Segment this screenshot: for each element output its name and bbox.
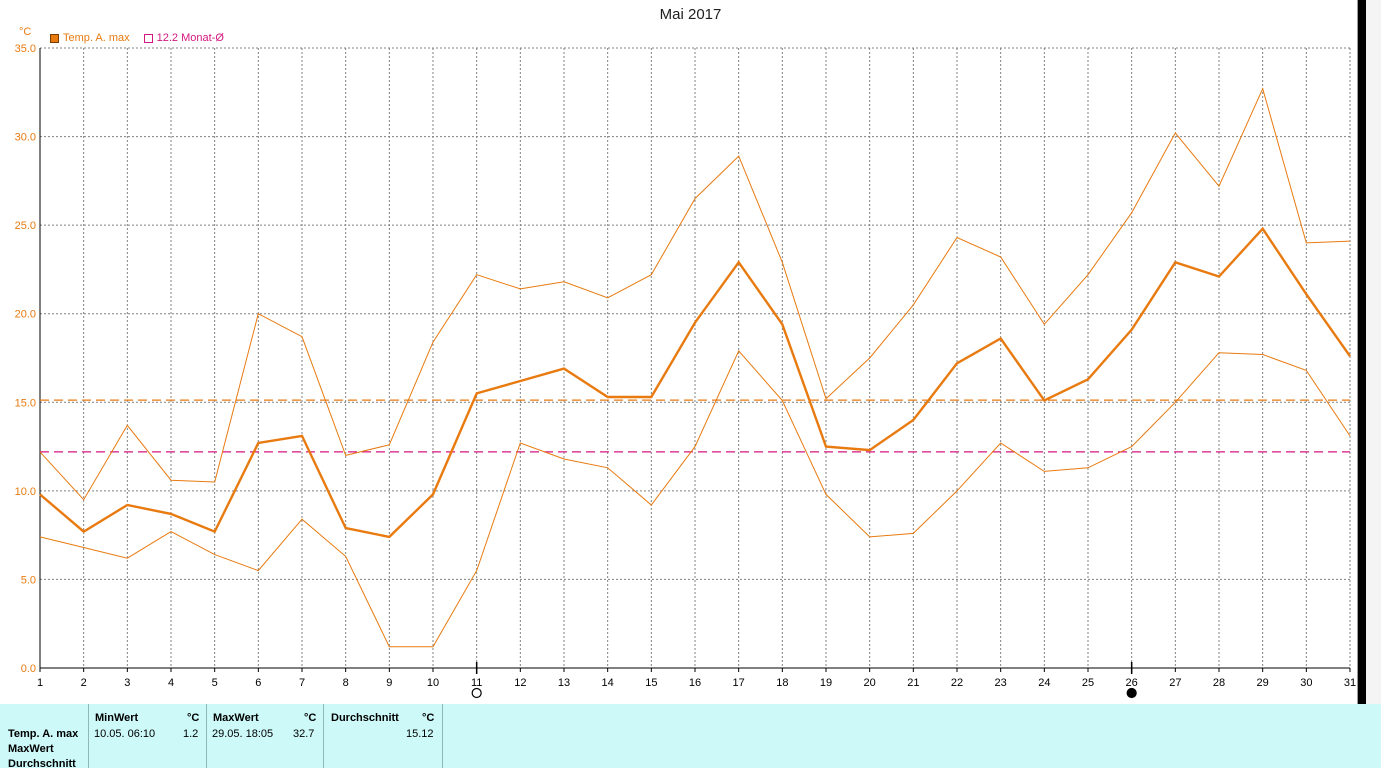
x-tick-label: 4 (168, 677, 174, 689)
x-tick-label: 8 (343, 677, 349, 689)
y-tick-label: 35.0 (15, 43, 36, 55)
x-tick-label: 15 (645, 677, 657, 689)
x-tick-label: 14 (602, 677, 614, 689)
legend-swatch-icon (50, 33, 59, 43)
series-line-maximum (39, 87, 1351, 501)
y-tick-label: 30.0 (15, 132, 36, 144)
series-line-minimum (39, 349, 1351, 648)
x-tick-label: 29 (1257, 677, 1269, 689)
stats-value: 15.12 (406, 728, 434, 740)
stats-row-label: Durchschnitt (8, 758, 76, 770)
y-unit-label: °C (19, 26, 32, 38)
chart-title: Mai 2017 (659, 6, 722, 23)
x-tick-label: 25 (1082, 677, 1094, 689)
stats-unit: °C (304, 712, 317, 724)
right-scroll-edge (1357, 0, 1381, 704)
x-tick-label: 12 (514, 677, 526, 689)
stats-unit: °C (187, 712, 200, 724)
legend-item-month-avg: 12.2 Monat-Ø (143, 32, 224, 44)
x-tick-label: 24 (1038, 677, 1050, 689)
legend: Temp. A. max 12.2 Monat-Ø (50, 32, 224, 44)
new-moon-icon (1126, 687, 1137, 699)
x-tick-label: 11 (471, 677, 482, 689)
x-tick-label: 18 (776, 677, 788, 689)
stats-date: 29.05. 18:05 (212, 728, 274, 740)
x-tick-label: 22 (951, 677, 963, 689)
stats-date: 10.05. 06:10 (94, 728, 156, 740)
stats-col-max: MaxWert °C 29.05. 18:05 32.7 (206, 704, 323, 768)
x-tick-label: 20 (864, 677, 876, 689)
legend-swatch-icon (143, 33, 153, 43)
legend-label: 12.2 Monat-Ø (156, 32, 224, 44)
legend-item-temp-max: Temp. A. max (50, 32, 130, 44)
y-tick-label: 0.0 (21, 663, 36, 675)
scroll-edge-dark (1358, 0, 1366, 704)
stats-value: 1.2 (183, 728, 199, 740)
x-tick-label: 1 (37, 677, 43, 689)
x-tick-label: 10 (427, 677, 439, 689)
stats-col-avg: Durchschnitt °C 15.12 (323, 704, 443, 768)
x-tick-label: 21 (907, 677, 919, 689)
x-tick-label: 16 (689, 677, 701, 689)
x-tick-label: 9 (386, 677, 392, 689)
x-tick-label: 23 (995, 677, 1007, 689)
x-tick-label: 26 (1126, 677, 1138, 689)
stats-unit: °C (422, 712, 435, 724)
y-tick-label: 20.0 (15, 309, 36, 321)
x-tick-label: 6 (255, 677, 261, 689)
x-tick-label: 28 (1213, 677, 1225, 689)
x-tick-label: 17 (733, 677, 745, 689)
stats-value: 32.7 (293, 728, 315, 740)
x-tick-label: 31 (1344, 677, 1356, 689)
stats-header: MinWert (95, 712, 139, 724)
x-tick-label: 27 (1169, 677, 1181, 689)
x-tick-label: 13 (558, 677, 570, 689)
stats-row-label: MaxWert (8, 743, 54, 755)
x-tick-label: 2 (81, 677, 87, 689)
x-tick-label: 30 (1300, 677, 1312, 689)
x-tick-label: 3 (124, 677, 130, 689)
chart-area: Mai 2017 °C Temp. A. max 12.2 Monat-Ø 0.… (15, 0, 1381, 704)
stats-col-min: MinWert °C 10.05. 06:10 1.2 (88, 704, 206, 768)
x-tick-label: 7 (299, 677, 305, 689)
legend-label: Temp. A. max (63, 32, 130, 44)
series-line-average (39, 226, 1351, 539)
y-tick-label: 5.0 (21, 574, 36, 586)
stats-header: MaxWert (213, 712, 259, 724)
stats-row-label: Temp. A. max (8, 728, 79, 740)
y-tick-label: 10.0 (15, 486, 36, 498)
stats-panel: Temp. A. max MaxWert Durchschnitt MinWer… (0, 704, 1381, 770)
stats-header: Durchschnitt (331, 712, 399, 724)
full-moon-icon (471, 687, 482, 699)
x-tick-label: 5 (212, 677, 218, 689)
x-tick-label: 19 (820, 677, 832, 689)
y-tick-label: 25.0 (15, 220, 36, 232)
line-chart: 0.05.010.015.020.025.030.035.01 2 3 4 5 6 7 8 9 1… (15, 43, 1356, 699)
y-tick-label: 15.0 (15, 397, 36, 409)
